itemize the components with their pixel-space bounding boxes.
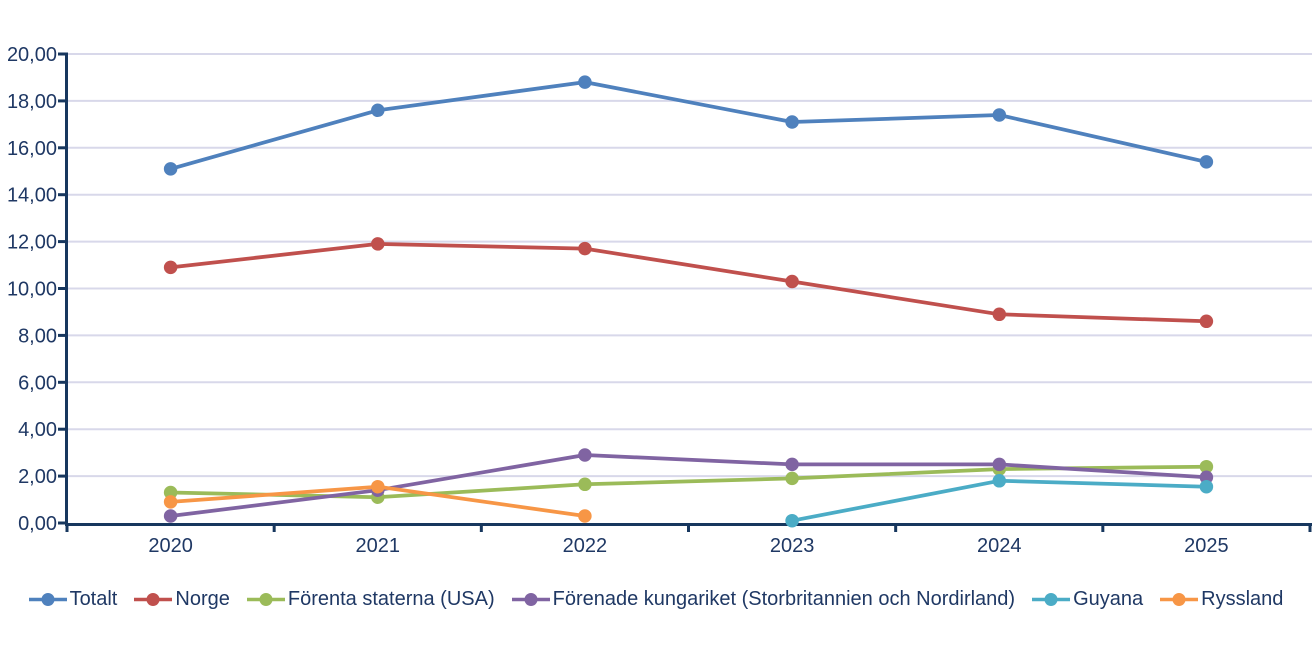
x-axis-labels: 2020 2021 2022 2023 2024 2025 [148, 535, 1228, 557]
data-point [578, 509, 592, 523]
data-point [785, 513, 799, 528]
series-guyana [785, 474, 1214, 528]
data-point [785, 274, 799, 289]
series-line [168, 80, 1209, 171]
legend-item-ryssland: Ryssland [1160, 588, 1283, 611]
series-line [168, 242, 1209, 324]
data-point [578, 75, 592, 89]
series-ryssland [163, 479, 592, 523]
legend-marker-icon [246, 593, 285, 606]
series-line [168, 464, 1209, 500]
series-norge [163, 237, 1214, 329]
y-axis-tick-label: 16,00 [7, 138, 57, 160]
x-axis-tick-label: 2025 [1184, 535, 1229, 557]
y-axis-tick-label: 12,00 [7, 232, 57, 254]
data-point [1199, 470, 1214, 485]
data-point [1199, 155, 1214, 169]
y-axis-tick-label: 14,00 [7, 185, 57, 207]
legend-item-label: Förenta staterna (USA) [287, 588, 495, 610]
y-axis-tick-label: 2,00 [18, 466, 57, 488]
data-point [992, 474, 1007, 488]
data-point [163, 162, 178, 176]
y-axis-tick-label: 20,00 [7, 44, 57, 66]
series-totalt [163, 75, 1214, 176]
data-point [992, 457, 1007, 472]
data-point [371, 103, 385, 118]
data-point [163, 485, 178, 500]
y-axis-tick-label: 6,00 [18, 372, 57, 394]
legend-marker-icon [511, 593, 550, 606]
legend-item-label: Totalt [69, 588, 118, 610]
legend-item-guyana: Guyana [1032, 588, 1143, 611]
legend: Totalt Norge Förenta staterna (USA) Förenad… [0, 588, 1312, 611]
series-forenade-kungariket-storbritannien-och-nordirland [163, 448, 1214, 523]
legend-marker-icon [134, 593, 173, 606]
data-point [163, 509, 178, 523]
legend-item-forenta-staterna-usa: Förenta staterna (USA) [246, 588, 495, 611]
axes [58, 52, 1312, 532]
y-axis-labels: 0,00 2,00 4,00 6,00 8,00 10,00 12,00 14,00 16,00… [7, 44, 57, 535]
legend-item-norge: Norge [134, 588, 230, 611]
series-line [168, 453, 1209, 518]
data-point [785, 471, 799, 486]
legend-marker-icon [1160, 593, 1199, 606]
data-point [1199, 479, 1214, 494]
legend-item-label: Ryssland [1201, 588, 1284, 610]
x-axis-tick-label: 2020 [148, 535, 193, 557]
data-point [1199, 459, 1214, 474]
y-axis-tick-label: 10,00 [7, 279, 57, 301]
data-point [785, 457, 799, 472]
data-point [992, 307, 1007, 322]
data-point [371, 237, 385, 251]
legend-marker-icon [1032, 593, 1071, 606]
x-axis-tick-label: 2021 [356, 535, 401, 557]
x-axis-tick-label: 2022 [563, 535, 608, 557]
line-chart: 0,00 2,00 4,00 6,00 8,00 10,00 12,00 14,00 16,00… [7, 44, 1312, 557]
x-axis-tick-label: 2024 [977, 535, 1022, 557]
y-axis-tick-label: 0,00 [18, 513, 57, 535]
x-axis-tick-label: 2023 [770, 535, 815, 557]
data-point [578, 241, 592, 256]
y-axis-tick-label: 8,00 [18, 325, 57, 347]
legend-marker-icon [28, 593, 67, 606]
data-point [163, 495, 178, 509]
data-point [785, 115, 799, 129]
data-point [163, 260, 178, 275]
data-point [371, 479, 385, 494]
y-axis-tick-label: 18,00 [7, 91, 57, 113]
legend-item-totalt: Totalt [28, 588, 118, 611]
data-point [992, 108, 1007, 122]
legend-item-label: Förenade kungariket (Storbritannien och … [552, 588, 1016, 610]
legend-item-forenade-kungariket-storbritannien-och-nordirland: Förenade kungariket (Storbritannien och … [511, 588, 1016, 611]
data-point [1199, 314, 1214, 329]
legend-item-label: Norge [175, 588, 230, 610]
legend-item-label: Guyana [1073, 588, 1144, 610]
data-point [578, 477, 592, 492]
y-axis-tick-label: 4,00 [18, 419, 57, 441]
data-point [578, 448, 592, 462]
